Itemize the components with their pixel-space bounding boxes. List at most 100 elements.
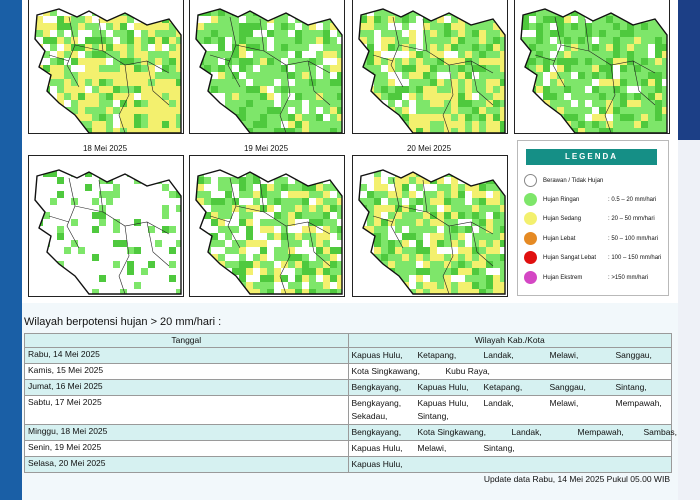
region-line: Kota Singkawang, Kubu Raya, [352, 365, 669, 378]
map-date-label-5: 18 Mei 2025 [82, 144, 128, 153]
row-date: Rabu, 14 Mei 2025 [24, 347, 349, 364]
background-left-strip [0, 0, 22, 500]
row-regions: Kota Singkawang, Kubu Raya, [347, 363, 672, 380]
legend-title: LEGENDA [526, 149, 657, 165]
row-regions: Bengkayang, Kapuas Hulu, Landak, Melawi, Mem… [347, 395, 672, 425]
legend-label: Hujan Ekstrem [543, 275, 583, 281]
region-name: Ketapang, [417, 350, 457, 360]
region-name: Sintang, [483, 443, 515, 453]
map-panel-4 [514, 0, 670, 134]
region-name: Kapuas Hulu, [351, 350, 403, 360]
region-line: Bengkayang, Kota Singkawang, Landak, Mempaw… [351, 426, 678, 439]
row-regions: Kapuas Hulu, Ketapang, Landak, Melawi, Sangg… [347, 347, 672, 364]
region-name: Kapuas Hulu, [417, 398, 469, 408]
legend-swatch-sangat-lebat [524, 251, 537, 264]
region-name: Melawi, [549, 398, 579, 408]
row-date: Sabtu, 17 Mei 2025 [24, 395, 349, 425]
region-name: Sanggau, [615, 350, 652, 360]
region-line: Kapuas Hulu, Melawi, Sintang, [352, 442, 669, 455]
region-name: Landak, [483, 350, 514, 360]
table-row: Jumat, 16 Mei 2025 Bengkayang, Kapuas Hulu… [24, 379, 672, 396]
legend-item-ringan: Hujan Ringan : 0.5 – 20 mm/hari [524, 193, 664, 207]
table-row: Selasa, 20 Mei 2025 Kapuas Hulu, [24, 456, 672, 473]
region-name: Mempawah, [615, 398, 662, 408]
legend-swatch-lebat [524, 232, 537, 245]
map-panel-2 [189, 0, 345, 134]
region-name: Sambas, [643, 427, 678, 437]
row-date: Senin, 19 Mei 2025 [24, 440, 349, 457]
region-name: Kota Singkawang, [351, 366, 421, 376]
map-date-label-6: 19 Mei 2025 [243, 144, 289, 153]
region-name: Sintang, [615, 382, 647, 392]
region-name: Bengkayang, [351, 427, 402, 437]
legend-range: : >150 mm/hari [608, 275, 649, 281]
region-line: Bengkayang, Kapuas Hulu, Ketapang, Sanggau,… [352, 381, 669, 394]
legend-label: Hujan Sangat Lebat [543, 255, 597, 261]
row-date: Minggu, 18 Mei 2025 [24, 424, 349, 441]
table-row: Senin, 19 Mei 2025 Kapuas Hulu, Melawi, Sin… [24, 440, 672, 457]
rainfall-map-7 [358, 169, 506, 295]
region-name: Kapuas Hulu, [351, 459, 403, 469]
legend-item-sedang: Hujan Sedang : 20 – 50 mm/hari [524, 212, 664, 226]
legend-range: : 20 – 50 mm/hari [608, 216, 655, 222]
legend-swatch-ekstrem [524, 271, 537, 284]
map-panel-6 [189, 155, 345, 297]
rainfall-map-3 [358, 8, 506, 133]
legend-label: Hujan Lebat [543, 236, 576, 242]
row-regions: Kapuas Hulu, Melawi, Sintang, [347, 440, 672, 457]
update-note: Update data Rabu, 14 Mei 2025 Pukul 05.0… [483, 474, 670, 484]
legend-item-ekstrem: Hujan Ekstrem : >150 mm/hari [524, 271, 664, 285]
region-name: Sanggau, [549, 382, 586, 392]
legend-item-sangat-lebat: Hujan Sangat Lebat : 100 – 150 mm/hari [524, 251, 664, 265]
row-date: Jumat, 16 Mei 2025 [24, 379, 349, 396]
legend-label: Hujan Sedang [543, 216, 582, 222]
rainfall-map-1 [34, 8, 182, 133]
row-regions: Kapuas Hulu, [347, 456, 672, 473]
legend-swatch-berawan [524, 174, 537, 187]
legend-swatch-ringan [524, 193, 537, 206]
map-panel-5 [28, 155, 184, 297]
legend-label: Hujan Ringan [543, 197, 580, 203]
region-name: Landak, [483, 398, 514, 408]
background-right-top-strip [678, 0, 700, 140]
rainfall-map-6 [195, 169, 343, 295]
region-name: Kapuas Hulu, [417, 382, 469, 392]
region-line: Sekadau, Sintang, [352, 410, 669, 423]
legend-range: : 50 – 100 mm/hari [608, 236, 659, 242]
header-tanggal: Tanggal [24, 333, 349, 348]
rainfall-map-5 [34, 169, 182, 295]
region-name: Mempawah, [577, 427, 624, 437]
map-panel-7 [352, 155, 508, 297]
region-line: Kapuas Hulu, Ketapang, Landak, Melawi, Sangg… [352, 349, 669, 362]
header-wilayah: Wilayah Kab./Kota [347, 333, 672, 348]
regions-table: Tanggal Wilayah Kab./Kota Rabu, 14 Mei 2… [24, 333, 678, 473]
legend-swatch-sedang [524, 212, 537, 225]
map-panel-3 [352, 0, 508, 134]
region-line: Kapuas Hulu, [352, 458, 669, 471]
forecast-card: 18 Mei 2025 19 Mei 2025 20 Mei 2025 LEGE… [22, 0, 678, 500]
row-regions: Bengkayang, Kota Singkawang, Landak, Mempaw… [347, 424, 678, 441]
legend-item-lebat: Hujan Lebat : 50 – 100 mm/hari [524, 232, 664, 246]
row-regions: Bengkayang, Kapuas Hulu, Ketapang, Sanggau,… [347, 379, 672, 396]
rainfall-map-4 [520, 8, 668, 133]
legend-label: Berawan / Tidak Hujan [543, 178, 604, 184]
table-row: Sabtu, 17 Mei 2025 Bengkayang, Kapuas Hulu… [24, 395, 672, 425]
region-name: Kota Singkawang, [417, 427, 487, 437]
region-name: Ketapang, [483, 382, 523, 392]
section-title: Wilayah berpotensi hujan > 20 mm/hari : [24, 316, 222, 328]
legend-range: : 0.5 – 20 mm/hari [608, 197, 657, 203]
region-name: Sekadau, [351, 411, 388, 421]
legend-box: LEGENDA Berawan / Tidak Hujan Hujan Ring… [517, 140, 669, 296]
rainfall-map-2 [195, 8, 343, 133]
map-date-label-7: 20 Mei 2025 [406, 144, 452, 153]
row-date: Kamis, 15 Mei 2025 [24, 363, 349, 380]
region-name: Melawi, [549, 350, 579, 360]
table-row: Rabu, 14 Mei 2025 Kapuas Hulu, Ketapang, La… [24, 347, 672, 364]
region-name: Bengkayang, [351, 398, 402, 408]
region-name: Bengkayang, [351, 382, 402, 392]
table-row: Minggu, 18 Mei 2025 Bengkayang, Kota Singk… [24, 424, 678, 441]
row-date: Selasa, 20 Mei 2025 [24, 456, 349, 473]
region-name: Kubu Raya, [445, 366, 490, 376]
region-name: Sintang, [417, 411, 449, 421]
legend-range: : 100 – 150 mm/hari [608, 255, 662, 261]
